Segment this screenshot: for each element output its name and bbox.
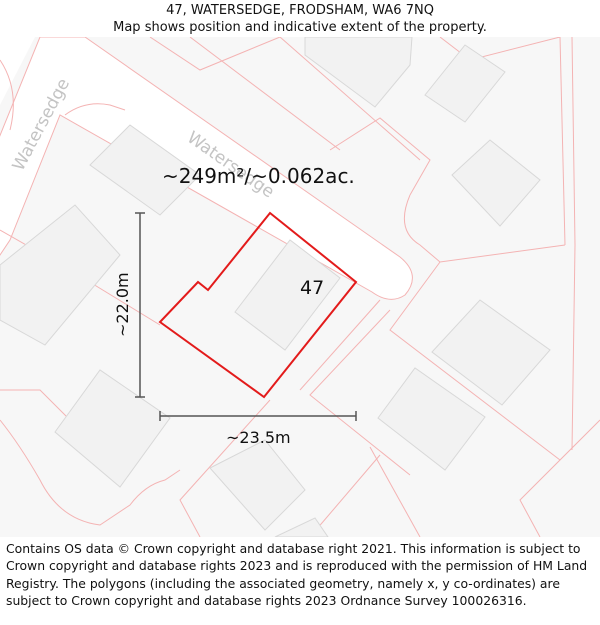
road-corner <box>0 37 35 105</box>
parcel-line <box>64 103 126 116</box>
address-title: 47, WATERSEDGE, FRODSHAM, WA6 7NQ <box>166 3 434 18</box>
parcel-line <box>189 36 341 151</box>
width-label: ~23.5m <box>226 428 291 447</box>
height-label: ~22.0m <box>113 272 132 337</box>
property-boundary[interactable] <box>158 211 358 399</box>
parcel-line <box>0 419 181 526</box>
building-47 <box>234 239 341 351</box>
height-measure <box>135 212 145 398</box>
buildings <box>0 36 551 538</box>
map-subtitle: Map shows position and indicative extent… <box>113 20 487 35</box>
parcel-line <box>0 389 71 421</box>
header: 47, WATERSEDGE, FRODSHAM, WA6 7NQ Map sh… <box>0 0 600 39</box>
building <box>89 124 201 216</box>
roads <box>0 36 413 300</box>
parcel-line <box>403 194 566 263</box>
road-watersedge <box>0 36 413 300</box>
copyright-footer: Contains OS data © Crown copyright and d… <box>6 541 588 609</box>
parcel-line <box>559 36 566 246</box>
parcel-line <box>309 454 381 538</box>
parcel-line <box>0 59 14 131</box>
parcel-line <box>369 446 421 538</box>
building <box>304 36 413 108</box>
area-label: ~249m²/~0.062ac. <box>162 164 355 188</box>
parcel-line <box>309 309 411 476</box>
parcel-line <box>571 36 576 451</box>
building <box>431 299 551 406</box>
parcel-line <box>299 299 381 391</box>
width-measure <box>159 411 357 421</box>
map-area[interactable]: Watersedge Watersedge ~249m²/~0.062ac. 4… <box>0 36 600 538</box>
parcel-line <box>179 399 271 538</box>
map-svg[interactable]: Watersedge Watersedge ~249m²/~0.062ac. 4… <box>0 36 600 538</box>
parcel-line <box>519 419 600 538</box>
building <box>377 367 486 471</box>
building <box>209 439 306 531</box>
building <box>424 44 506 123</box>
parcel-line <box>389 261 561 461</box>
building <box>54 369 171 488</box>
parcel-line <box>279 36 421 161</box>
building <box>0 204 121 346</box>
building <box>451 139 541 227</box>
parcel-line <box>329 117 431 196</box>
house-number-label: 47 <box>300 277 324 299</box>
parcel-line <box>149 36 281 71</box>
